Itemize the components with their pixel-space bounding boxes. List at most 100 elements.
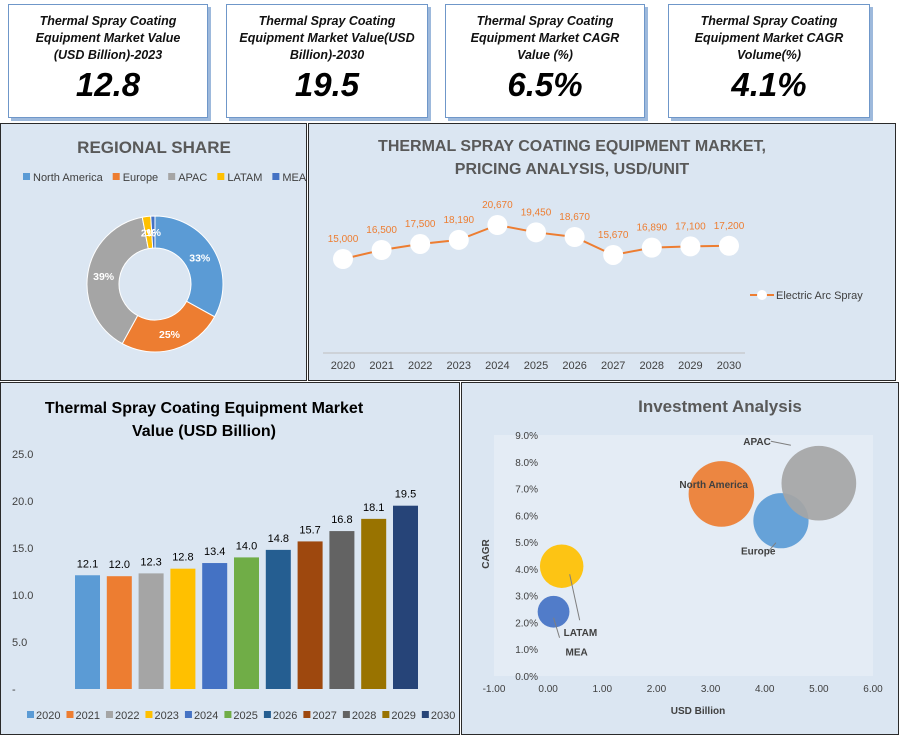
kpi-card-cagr-volume: Thermal Spray Coating Equipment Market C… bbox=[668, 4, 870, 118]
kpi-title: Thermal Spray Coating Equipment Market V… bbox=[35, 14, 181, 62]
pie-slice-north-america bbox=[154, 215, 224, 318]
line-x-tick: 2026 bbox=[562, 360, 586, 372]
bar-data-label: 15.7 bbox=[299, 524, 320, 536]
pie-legend-swatch bbox=[168, 173, 176, 180]
pricing-analysis-chart: THERMAL SPRAY COATING EQUIPMENT MARKET, … bbox=[323, 138, 863, 372]
bubble-leader-line bbox=[770, 440, 791, 446]
regional-share-chart: REGIONAL SHARE North America Europe APAC LA… bbox=[23, 138, 307, 353]
bar-legend-swatch bbox=[27, 711, 34, 718]
bar-legend-label: 2029 bbox=[391, 710, 415, 722]
bubble-x-tick: 0.00 bbox=[538, 684, 558, 695]
investment-analysis-panel: Investment Analysis 9.0% 8.0% 7.0% 6.0% 5.0%… bbox=[461, 382, 899, 735]
line-point bbox=[680, 236, 701, 257]
kpi-card-value-2030: Thermal Spray Coating Equipment Market V… bbox=[226, 4, 428, 118]
bar-legend-swatch bbox=[224, 711, 232, 718]
bubble-x-tick: 6.00 bbox=[863, 684, 883, 695]
bubble-latam bbox=[539, 544, 584, 588]
bar-legend-label: 2024 bbox=[194, 710, 218, 722]
bar-2021 bbox=[106, 576, 132, 689]
bar-y-tick: 25.0 bbox=[12, 449, 33, 461]
line-x-tick: 2028 bbox=[640, 360, 664, 372]
bar-legend-label: 2021 bbox=[75, 710, 99, 722]
bubble-plot: 9.0% 8.0% 7.0% 6.0% 5.0% 4.0% 3.0% 2.0% 1.0% 0.0%… bbox=[481, 431, 883, 717]
bar-legend-swatch bbox=[382, 711, 390, 718]
line-data-label: 17,200 bbox=[714, 221, 745, 232]
pie-legend-swatch bbox=[217, 173, 225, 180]
kpi-title: Thermal Spray Coating Equipment Market C… bbox=[470, 14, 620, 62]
line-data-label: 17,500 bbox=[405, 219, 436, 230]
pie-legend-label: North America bbox=[33, 172, 104, 184]
line-data-label: 16,500 bbox=[366, 225, 397, 236]
pie-slice-mea bbox=[150, 215, 156, 249]
regional-share-panel: REGIONAL SHARE North America Europe APAC LA… bbox=[0, 123, 307, 381]
line-legend: Electric Arc Spray bbox=[750, 290, 863, 302]
bubble-y-tick: 3.0% bbox=[515, 592, 538, 603]
bar-y-tick: 15.0 bbox=[12, 543, 33, 555]
line-legend-marker bbox=[757, 290, 767, 300]
bar-2027 bbox=[297, 541, 323, 689]
bar-2022 bbox=[138, 573, 164, 689]
line-plot: 15,000 2020 16,500 2021 17,500 2022 18,190 2023… bbox=[323, 200, 745, 372]
pie-slice-europe bbox=[121, 300, 216, 353]
line-point bbox=[333, 249, 353, 269]
bubble-y-tick: 2.0% bbox=[515, 618, 538, 629]
bar-title-line-1: Thermal Spray Coating Equipment Market bbox=[45, 400, 364, 417]
bar-legend-label: 2022 bbox=[115, 710, 139, 722]
bar-data-label: 13.4 bbox=[204, 546, 225, 558]
bar-2024 bbox=[202, 563, 228, 689]
bar-legend-label: 2023 bbox=[154, 710, 178, 722]
bar-data-label: 12.1 bbox=[77, 558, 98, 570]
bar-legend-swatch bbox=[263, 711, 271, 718]
bubble-label: MEA bbox=[566, 648, 588, 659]
pie-legend-label: LATAM bbox=[227, 172, 262, 184]
bar-legend-swatch bbox=[184, 711, 192, 718]
bar-2023 bbox=[170, 568, 196, 689]
pie-labels: 33% 25% 39% 2%1% bbox=[93, 227, 211, 341]
kpi-value: 19.5 bbox=[294, 66, 360, 103]
line-point bbox=[719, 235, 739, 256]
bubble-label: LATAM bbox=[564, 628, 598, 639]
bar-y-tick: 5.0 bbox=[12, 637, 27, 649]
bar-legend-swatch bbox=[145, 711, 153, 718]
bubble-x-axis-label: USD Billion bbox=[671, 706, 725, 717]
kpi-title: Thermal Spray Coating Equipment Market C… bbox=[694, 14, 844, 62]
kpi-card-value-2023: Thermal Spray Coating Equipment Market V… bbox=[8, 4, 208, 118]
bubble-y-tick: 0.0% bbox=[515, 672, 538, 683]
bubble-x-tick: 3.00 bbox=[701, 684, 721, 695]
bubble-y-tick: 6.0% bbox=[515, 511, 538, 522]
bar-2030 bbox=[393, 505, 418, 689]
line-title-line-1: THERMAL SPRAY COATING EQUIPMENT MARKET, bbox=[378, 138, 766, 155]
bubble-mea bbox=[537, 595, 570, 628]
bar-data-label: 12.3 bbox=[140, 556, 161, 568]
bubble-x-tick: 4.00 bbox=[755, 684, 775, 695]
bubble-label: Europe bbox=[741, 547, 776, 558]
line-point bbox=[564, 226, 585, 247]
bar-2026 bbox=[265, 549, 291, 689]
bubble-x-tick: 2.00 bbox=[647, 684, 667, 695]
bar-y-tick: 10.0 bbox=[12, 590, 33, 602]
pie-data-label: 39% bbox=[93, 271, 115, 283]
line-data-label: 16,890 bbox=[637, 223, 668, 234]
bar-2028 bbox=[329, 531, 355, 689]
bar-legend-label: 2028 bbox=[352, 710, 376, 722]
bar-legend-label: 2025 bbox=[233, 710, 257, 722]
pie-legend-swatch bbox=[112, 173, 120, 180]
pie-legend-label: MEA bbox=[282, 172, 307, 184]
line-data-label: 20,670 bbox=[482, 200, 513, 211]
kpi-title: Thermal Spray Coating Equipment Market V… bbox=[239, 14, 415, 62]
line-x-tick: 2030 bbox=[717, 360, 741, 372]
bubble-north-america bbox=[688, 461, 755, 527]
bar-legend-swatch bbox=[105, 711, 113, 718]
bubble-y-tick: 8.0% bbox=[515, 458, 538, 469]
pie-legend: North America Europe APAC LATAM MEA bbox=[23, 172, 307, 184]
line-x-tick: 2029 bbox=[678, 360, 702, 372]
pie-data-label: 1% bbox=[146, 227, 162, 239]
pie-slice-apac bbox=[86, 216, 149, 345]
bubble-label: APAC bbox=[743, 437, 771, 448]
line-title-line-2: PRICING ANALYSIS, USD/UNIT bbox=[455, 161, 690, 178]
bar-y-tick: 20.0 bbox=[12, 496, 33, 508]
bar-2025 bbox=[234, 557, 259, 689]
bar-legend-label: 2027 bbox=[312, 710, 336, 722]
bubble-leader-line bbox=[768, 542, 777, 552]
bar-legend: 2020 2021 2022 2023 2024 2025 2026 2027 2028 2029… bbox=[27, 710, 455, 722]
